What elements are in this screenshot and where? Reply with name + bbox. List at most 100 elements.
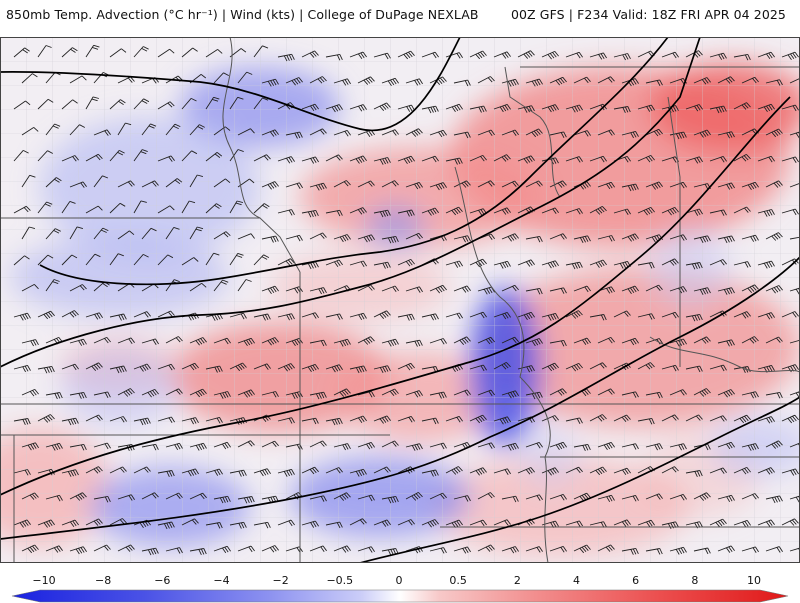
wind-barb (709, 415, 727, 422)
wind-barb (637, 104, 655, 112)
wind-barb (253, 363, 271, 370)
wind-barb (789, 442, 800, 448)
wind-barb (685, 50, 703, 58)
wind-barb (621, 494, 639, 502)
wind-barb (709, 518, 727, 528)
wind-barb (93, 227, 109, 240)
wind-barb (565, 362, 583, 372)
wind-barb (717, 545, 735, 553)
wind-barb (189, 174, 204, 188)
wind-barb (781, 468, 799, 476)
wind-barb (37, 201, 53, 214)
wind-barb (781, 311, 799, 318)
wind-barb (685, 262, 703, 270)
wind-barb (69, 226, 84, 240)
wind-barb (325, 417, 343, 426)
wind-barb (61, 469, 79, 477)
wind-barb (13, 205, 31, 214)
wind-barb (405, 181, 423, 190)
wind-barb (637, 362, 655, 370)
wind-barb (205, 96, 220, 110)
wind-barb (157, 205, 175, 214)
wind-barb (621, 233, 639, 242)
wind-barb (789, 547, 800, 552)
wind-barb (757, 416, 775, 424)
wind-barb (325, 209, 343, 217)
wind-barb (741, 546, 759, 553)
wind-barb (493, 416, 511, 425)
wind-barb (685, 104, 703, 112)
wind-barb (621, 78, 639, 87)
wind-barb (333, 78, 351, 86)
wind-barb (45, 228, 61, 240)
wind-barb (661, 51, 679, 59)
wind-barb (325, 313, 343, 320)
colorbar-tick-label: 0 (395, 574, 403, 587)
wind-barb (781, 518, 799, 526)
wind-barb (285, 391, 303, 400)
wind-barbs (13, 44, 800, 556)
wind-barb (669, 546, 687, 555)
colorbar-tick-label: 10 (747, 574, 761, 587)
wind-barb (157, 254, 174, 266)
wind-barb (453, 131, 471, 139)
wind-barb (237, 233, 255, 240)
wind-barb (661, 206, 679, 216)
wind-barb (381, 129, 399, 136)
wind-barb (133, 363, 151, 372)
wind-barb (253, 203, 270, 214)
wind-barb (765, 128, 783, 138)
wind-barb (445, 260, 463, 268)
wind-barb (549, 388, 567, 396)
wind-barb (733, 311, 751, 319)
wind-barb (517, 206, 535, 214)
wind-barb (213, 441, 231, 450)
wind-barb (573, 130, 591, 137)
wind-barb (421, 313, 439, 321)
wind-barb (525, 287, 543, 295)
wind-barb (741, 284, 759, 293)
wind-barb (45, 494, 63, 502)
wind-barb (637, 262, 655, 269)
wind-barb (85, 312, 103, 320)
wind-barb (493, 154, 511, 162)
wind-barb (277, 313, 295, 321)
wind-barb (741, 76, 759, 84)
wind-barb (597, 388, 615, 396)
wind-barb (669, 493, 687, 501)
wind-barb (205, 416, 223, 424)
wind-barb (261, 545, 279, 553)
wind-barb (13, 418, 31, 425)
wind-barb (781, 51, 799, 60)
wind-barb (421, 519, 439, 528)
wind-barb (357, 391, 375, 398)
wind-barb (213, 495, 231, 504)
colorbar-tick-label: −0.5 (326, 574, 354, 587)
wind-barb (493, 260, 511, 269)
model-run-label: 00Z GFS | F234 Valid: 18Z FRI APR 04 202… (510, 7, 786, 22)
wind-barb (741, 336, 759, 344)
wind-barb (613, 519, 631, 527)
wind-barb (477, 544, 495, 552)
wind-barb (765, 232, 783, 241)
wind-barb (525, 391, 543, 400)
wind-barb (277, 417, 295, 424)
wind-barb (709, 364, 727, 372)
wind-barb (757, 260, 775, 269)
wind-barb (349, 518, 367, 526)
wind-barb (405, 339, 423, 347)
wind-barb (445, 52, 463, 59)
wind-barb (261, 440, 279, 448)
wind-barb (493, 468, 511, 475)
wind-barb (109, 365, 127, 374)
wind-barb (469, 414, 487, 424)
wind-barb (717, 287, 735, 295)
wind-barb (133, 311, 151, 318)
wind-barb (109, 202, 126, 214)
wind-barb (757, 209, 775, 217)
wind-barb (573, 76, 591, 84)
wind-barb (381, 388, 399, 396)
wind-barb (189, 492, 207, 500)
wind-barb (373, 519, 391, 527)
map-title: 850mb Temp. Advection (°C hr⁻¹) | Wind (… (6, 7, 479, 22)
